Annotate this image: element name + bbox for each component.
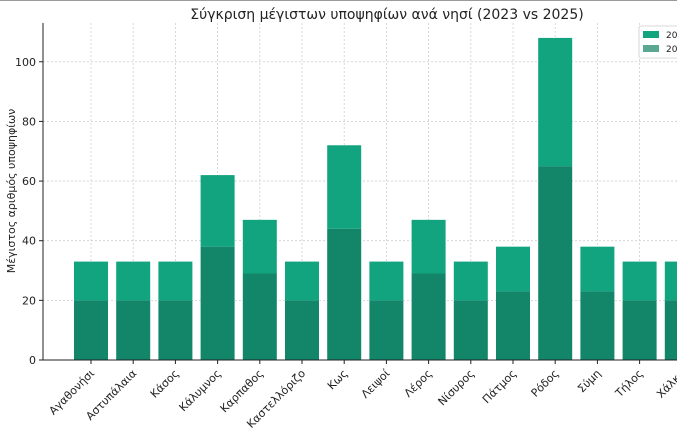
bar-segment-series-1 (453, 300, 488, 360)
legend-swatch-2 (643, 45, 659, 52)
x-tick-label: Κάσος (148, 367, 182, 401)
bar-segment-series-1 (369, 300, 404, 360)
x-tick-label: Κως (325, 367, 350, 392)
bar-segment-series-1 (116, 300, 151, 360)
y-tick-label: 20 (22, 294, 36, 307)
y-tick-label: 80 (22, 115, 36, 128)
y-tick-label: 0 (29, 354, 36, 367)
y-tick-label: 60 (22, 175, 36, 188)
chart-title: Σύγκριση μέγιστων υποψηφίων ανά νησί (20… (190, 7, 583, 23)
legend-label-1: 20 (666, 31, 677, 41)
bar-segment-series-1 (242, 273, 277, 360)
bar-segment-series-2 (622, 261, 657, 301)
bar-segment-series-2 (369, 261, 404, 301)
x-tick-label: Πάτμος (480, 367, 519, 406)
y-tick-label: 40 (22, 235, 36, 248)
bar-segment-series-2 (242, 219, 277, 274)
bar-segment-series-1 (622, 300, 657, 360)
bar-segment-series-2 (580, 246, 615, 292)
bar-segment-series-2 (327, 145, 362, 229)
y-tick-label: 100 (15, 56, 36, 69)
legend-label-2: 20 (666, 45, 677, 55)
bar-segment-series-2 (411, 219, 446, 274)
bars-layer (74, 37, 677, 360)
x-tick-label: Κάλυμνος (177, 367, 224, 414)
bar-segment-series-2 (538, 37, 573, 167)
bar-segment-series-2 (453, 261, 488, 301)
bar-segment-series-1 (664, 300, 677, 360)
x-tick-label: Νίσυρος (436, 367, 477, 408)
bar-segment-series-2 (200, 175, 235, 247)
bar-segment-series-2 (496, 246, 530, 292)
axes-layer (42, 23, 677, 361)
x-tick-label: Ρόδος (529, 367, 562, 400)
bar-segment-series-1 (158, 300, 193, 360)
bar-segment-series-1 (411, 273, 446, 360)
bar-segment-series-1 (580, 291, 615, 360)
bar-segment-series-1 (538, 166, 573, 360)
x-tick-label: Λειψοί (359, 367, 393, 401)
bar-segment-series-1 (285, 300, 319, 360)
x-tick-label: Χάλκη (654, 367, 677, 401)
y-axis-label: Μέγιστος αριθμός υποψηφίων (5, 109, 18, 274)
bar-segment-series-1 (74, 300, 108, 360)
bar-segment-series-1 (200, 246, 235, 360)
legend: 20 20 (638, 25, 677, 59)
x-tick-label: Σύμη (575, 367, 604, 396)
bar-segment-series-2 (285, 261, 319, 301)
bar-segment-series-2 (158, 261, 193, 301)
bar-segment-series-1 (327, 228, 362, 360)
x-tick-label: Τήλος (612, 367, 646, 401)
bar-segment-series-2 (664, 261, 677, 301)
y-ticks: 0 20 40 60 80 100 (15, 56, 43, 367)
bar-segment-series-1 (496, 291, 530, 360)
x-tick-label: Λέρος (402, 367, 435, 400)
bar-segment-series-2 (116, 261, 151, 301)
bar-segment-series-2 (74, 261, 108, 301)
legend-swatch-1 (643, 31, 659, 38)
